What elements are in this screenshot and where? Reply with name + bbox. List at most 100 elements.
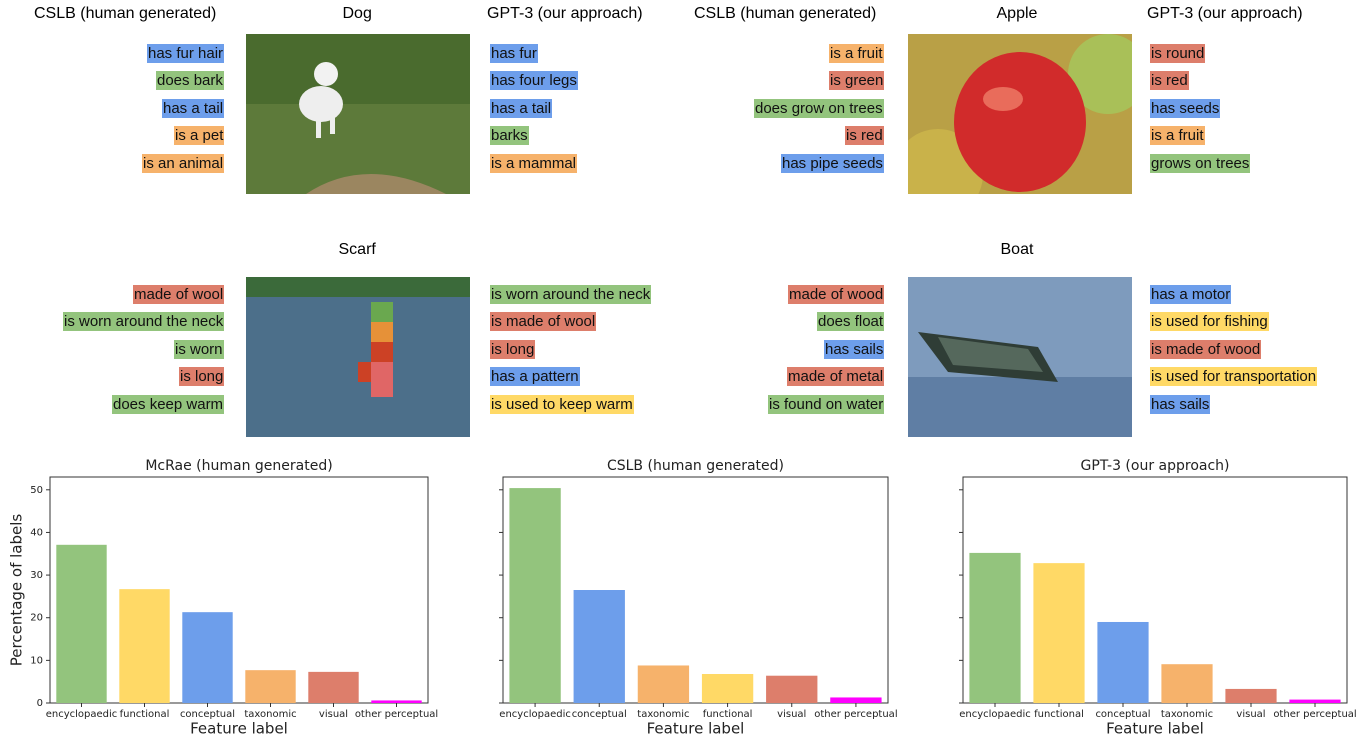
x-tick-label: taxonomic	[1161, 709, 1213, 720]
bar	[1097, 621, 1149, 703]
x-axis-label: Feature label	[190, 720, 288, 736]
bar	[245, 670, 296, 703]
feature-label: barks	[490, 126, 529, 146]
column-title: GPT-3 (our approach)	[487, 5, 643, 22]
feature-label: has four legs	[490, 71, 578, 91]
bar	[509, 488, 561, 703]
feature-label: does grow on trees	[754, 98, 884, 118]
y-tick-label: 20	[30, 613, 43, 624]
apple-image	[908, 34, 1132, 194]
bar	[1161, 664, 1213, 703]
feature-label: is made of wood	[1150, 339, 1262, 359]
chart-title: GPT-3 (our approach)	[1080, 458, 1229, 474]
feature-label: is worn	[174, 339, 224, 359]
feature-label: has sails	[1150, 394, 1211, 414]
plot-frame	[502, 476, 889, 704]
y-tick-label: 30	[30, 570, 43, 581]
column-title: GPT-3 (our approach)	[1147, 5, 1303, 22]
bar	[371, 700, 422, 703]
panel-title: Scarf	[338, 241, 376, 258]
feature-label: grows on trees	[1150, 153, 1251, 173]
x-tick-label: conceptual	[1095, 709, 1150, 720]
feature-label: does float	[817, 312, 885, 332]
x-tick-label: encyclopaedic	[959, 709, 1031, 720]
feature-label: is used for transportation	[1150, 367, 1318, 387]
x-tick-label: other perceptual	[1273, 709, 1356, 720]
feature-label: has sails	[824, 339, 885, 359]
column-title: CSLB (human generated)	[34, 5, 217, 22]
x-tick-label: visual	[777, 709, 806, 720]
x-tick-label: functional	[703, 709, 753, 720]
feature-label: has a pattern	[490, 367, 580, 387]
feature-label: has a tail	[162, 98, 225, 118]
feature-label: is a mammal	[490, 153, 578, 173]
x-tick-label: conceptual	[572, 709, 627, 720]
feature-label: has fur hair	[147, 44, 225, 63]
x-axis-label: Feature label	[647, 720, 745, 736]
bar	[308, 671, 359, 703]
feature-label: has pipe seeds	[781, 153, 884, 173]
feature-label: is a fruit	[1150, 126, 1205, 146]
feature-label: is green	[829, 71, 885, 91]
bar	[56, 544, 107, 703]
scarf-image	[246, 277, 470, 437]
feature-label: is used for fishing	[1150, 312, 1269, 332]
bar	[182, 612, 233, 703]
feature-label: made of wool	[133, 285, 225, 304]
y-tick-label: 40	[30, 527, 43, 538]
x-tick-label: encyclopaedic	[46, 709, 118, 720]
feature-label: has a motor	[1150, 285, 1232, 304]
feature-label: is long	[179, 367, 225, 387]
panel-title: Dog	[342, 5, 372, 22]
feature-label: is used to keep warm	[490, 394, 634, 414]
x-tick-label: functional	[1034, 709, 1084, 720]
bar	[701, 674, 754, 703]
bar	[637, 665, 690, 703]
bar	[119, 589, 170, 703]
x-tick-label: functional	[120, 709, 170, 720]
x-tick-label: visual	[319, 709, 348, 720]
feature-label: is made of wool	[490, 312, 597, 332]
y-tick-label: 0	[37, 698, 43, 709]
bar	[830, 697, 882, 703]
panel-title: Boat	[1000, 241, 1034, 258]
feature-label: is found on water	[768, 394, 885, 414]
chart-title: McRae (human generated)	[145, 458, 332, 474]
feature-label: is a pet	[174, 126, 225, 146]
x-tick-label: taxonomic	[637, 709, 689, 720]
feature-label: is red	[845, 126, 884, 146]
bar	[1033, 563, 1085, 703]
x-tick-label: encyclopaedic	[499, 709, 571, 720]
feature-label: is a fruit	[829, 44, 884, 63]
bar	[969, 552, 1021, 703]
feature-label: is an animal	[142, 153, 225, 173]
bar	[766, 675, 818, 703]
y-axis-label: Percentage of labels	[8, 514, 26, 667]
feature-label: does bark	[156, 71, 224, 91]
x-tick-label: taxonomic	[244, 709, 296, 720]
feature-label: is worn around the neck	[63, 312, 225, 332]
panel-title: Apple	[996, 5, 1038, 22]
x-axis-label: Feature label	[1106, 720, 1204, 736]
bar	[1225, 688, 1277, 703]
plot-frame	[962, 476, 1348, 704]
feature-label: is long	[490, 339, 536, 359]
x-tick-label: other perceptual	[814, 709, 897, 720]
y-tick-label: 10	[30, 655, 43, 666]
feature-label: made of wood	[788, 285, 885, 304]
feature-label: does keep warm	[112, 394, 225, 414]
feature-label: is round	[1150, 44, 1206, 63]
plot-frame	[49, 476, 429, 704]
dog-image	[246, 34, 470, 194]
x-tick-label: conceptual	[180, 709, 235, 720]
feature-label: is worn around the neck	[490, 285, 652, 304]
feature-label: has fur	[490, 44, 538, 63]
feature-label: made of metal	[787, 367, 885, 387]
y-tick-label: 50	[30, 485, 43, 496]
column-title: CSLB (human generated)	[694, 5, 877, 22]
bar	[573, 590, 625, 703]
feature-label: has seeds	[1150, 98, 1221, 118]
x-tick-label: visual	[1236, 709, 1265, 720]
